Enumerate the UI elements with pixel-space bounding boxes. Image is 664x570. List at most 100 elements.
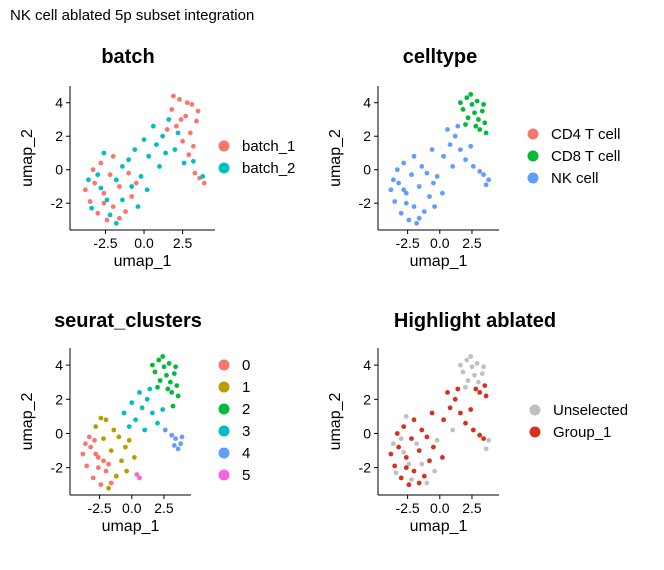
- y-tick-label-3: 4: [363, 357, 371, 373]
- data-point-s1-3: [113, 473, 119, 479]
- y-tick-label-2: 2: [55, 391, 63, 407]
- data-point-s1-23: [200, 174, 206, 179]
- data-point-s1-15: [113, 220, 119, 226]
- legend-label-0: Unselected: [553, 402, 628, 419]
- data-point-s1-13: [126, 437, 132, 443]
- x-tick-label-2: 2.5: [154, 500, 174, 516]
- data-point-s1-1: [403, 455, 409, 460]
- data-point-s2-16: [431, 180, 436, 186]
- data-point-s1-2: [93, 424, 99, 429]
- x-tick-label-1: 0.0: [430, 500, 450, 516]
- data-point-s2-20: [441, 153, 446, 159]
- data-point-s2-4: [411, 204, 417, 210]
- data-point-s1-6: [472, 110, 477, 116]
- data-point-s2-5: [416, 184, 422, 189]
- data-point-s0-11: [101, 458, 106, 464]
- chart-panel-1: celltype -2.5 0.0 2.5 -2 0 2 4 umap_1 umap_2 CD4 T…: [327, 46, 620, 270]
- legend-label-5: 5: [242, 467, 250, 484]
- data-point-s0-12: [464, 357, 470, 363]
- data-point-s2-7: [174, 383, 180, 388]
- data-point-s0-22: [463, 384, 468, 390]
- data-point-s1-1: [464, 95, 470, 101]
- figure-title: NK cell ablated 5p subset integration: [10, 7, 255, 24]
- data-point-s2-8: [169, 390, 175, 395]
- data-point-s0-30: [191, 143, 196, 149]
- legend-key-5: [218, 469, 230, 481]
- data-point-s0-8: [403, 414, 409, 419]
- data-point-s0-26: [424, 480, 430, 486]
- data-point-s0-16: [133, 180, 139, 186]
- data-point-s0-27: [184, 100, 190, 106]
- data-point-s1-14: [86, 177, 91, 183]
- data-point-s2-32: [440, 190, 445, 196]
- data-point-s0-2: [84, 463, 90, 469]
- data-point-s1-3: [392, 463, 398, 469]
- legend-key-1: [218, 162, 230, 174]
- data-point-s0-4: [409, 477, 414, 482]
- data-point-s2-24: [458, 147, 463, 153]
- data-point-s0-35: [164, 127, 170, 132]
- legend-key-2: [527, 172, 539, 184]
- data-point-s1-8: [138, 174, 144, 179]
- legend-key-0: [218, 359, 230, 371]
- y-tick-label-0: -2: [359, 460, 372, 476]
- data-point-s2-11: [168, 379, 173, 385]
- data-point-s0-6: [95, 210, 101, 216]
- data-point-s2-27: [481, 172, 486, 178]
- data-point-s1-11: [476, 117, 481, 122]
- data-point-s1-16: [144, 187, 150, 193]
- data-point-s0-13: [469, 364, 475, 370]
- data-point-s1-8: [477, 127, 483, 132]
- data-point-s2-29: [483, 182, 489, 188]
- data-point-s0-16: [465, 378, 471, 383]
- data-point-s1-12: [98, 415, 104, 421]
- data-point-s1-0: [396, 444, 401, 450]
- data-point-s1-15: [481, 102, 486, 107]
- data-point-s1-2: [469, 102, 475, 107]
- data-point-s0-6: [401, 449, 407, 455]
- data-point-s2-34: [414, 220, 419, 226]
- data-point-s0-2: [414, 441, 419, 447]
- data-point-s0-6: [80, 451, 86, 457]
- legend-key-1: [527, 150, 539, 162]
- y-tick-label-3: 4: [363, 95, 371, 111]
- data-point-s2-25: [463, 157, 468, 163]
- data-point-s1-4: [107, 212, 113, 218]
- data-point-s2-0: [396, 180, 401, 186]
- data-point-s0-14: [474, 361, 480, 366]
- data-point-s1-19: [441, 417, 446, 423]
- data-point-s0-24: [180, 138, 186, 144]
- x-tick-label-2: 2.5: [173, 235, 193, 251]
- x-axis-label: umap_1: [410, 518, 468, 535]
- data-point-s2-6: [164, 372, 169, 378]
- y-axis-label: umap_2: [327, 129, 344, 187]
- data-point-s0-10: [432, 468, 437, 474]
- data-point-s1-7: [126, 157, 131, 163]
- data-point-s2-0: [152, 369, 158, 375]
- data-point-s1-19: [166, 117, 172, 122]
- data-point-s1-20: [429, 410, 435, 416]
- data-point-s2-13: [155, 384, 160, 390]
- data-point-s1-0: [460, 107, 466, 112]
- data-point-s1-7: [482, 120, 488, 126]
- chart-title: Highlight ablated: [394, 310, 556, 332]
- legend-key-3: [218, 425, 230, 437]
- y-axis-label: umap_2: [19, 129, 36, 187]
- chart-title: batch: [101, 46, 154, 68]
- data-point-s2-38: [468, 143, 474, 149]
- y-axis-label: umap_2: [19, 392, 36, 450]
- data-point-s3-1: [121, 410, 127, 416]
- data-point-s1-20: [172, 147, 178, 153]
- data-point-s0-0: [398, 436, 404, 441]
- data-point-s1-23: [458, 410, 463, 416]
- data-point-s2-14: [165, 386, 171, 392]
- legend-key-0: [529, 404, 541, 416]
- data-point-s0-11: [460, 369, 466, 375]
- data-point-s0-34: [186, 152, 192, 158]
- data-point-s3-10: [129, 400, 135, 406]
- data-point-s4-0: [162, 427, 168, 433]
- data-point-s1-0: [101, 436, 106, 441]
- x-axis-label: umap_1: [410, 253, 468, 270]
- data-point-s0-22: [174, 123, 179, 129]
- data-point-s0-9: [83, 441, 88, 447]
